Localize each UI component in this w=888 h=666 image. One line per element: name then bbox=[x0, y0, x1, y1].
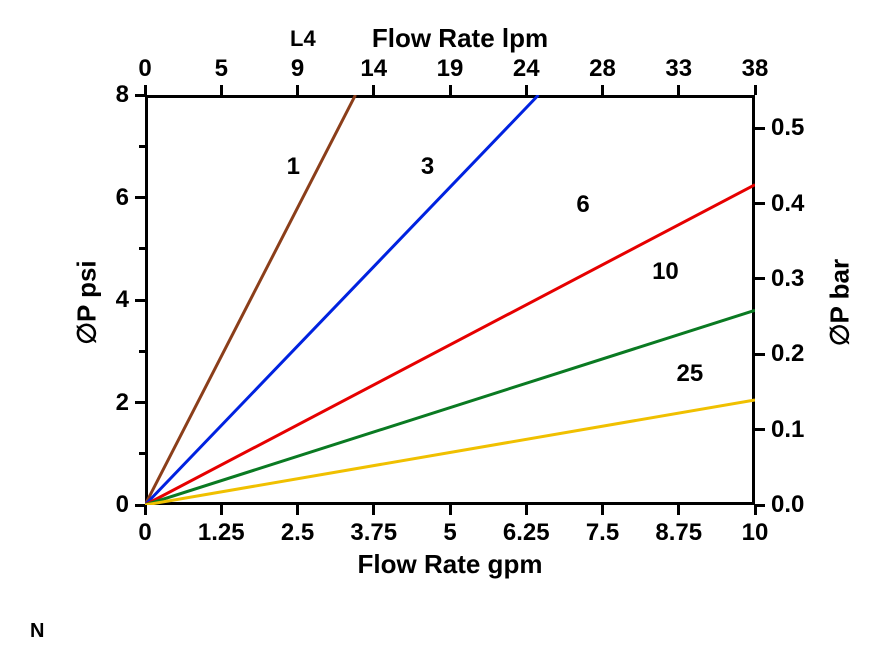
series-lines bbox=[0, 0, 888, 666]
series-label-1: 1 bbox=[268, 153, 318, 181]
series-line-6 bbox=[145, 185, 755, 505]
chart-container: 01.252.53.7556.257.58.7510Flow Rate gpm0… bbox=[0, 0, 888, 666]
series-label-25: 25 bbox=[665, 360, 715, 388]
series-label-10: 10 bbox=[640, 258, 690, 286]
series-line-1 bbox=[145, 95, 355, 505]
series-line-25 bbox=[145, 400, 755, 505]
outside-label: N bbox=[30, 620, 44, 643]
series-label-6: 6 bbox=[558, 191, 608, 219]
series-label-3: 3 bbox=[403, 153, 453, 181]
